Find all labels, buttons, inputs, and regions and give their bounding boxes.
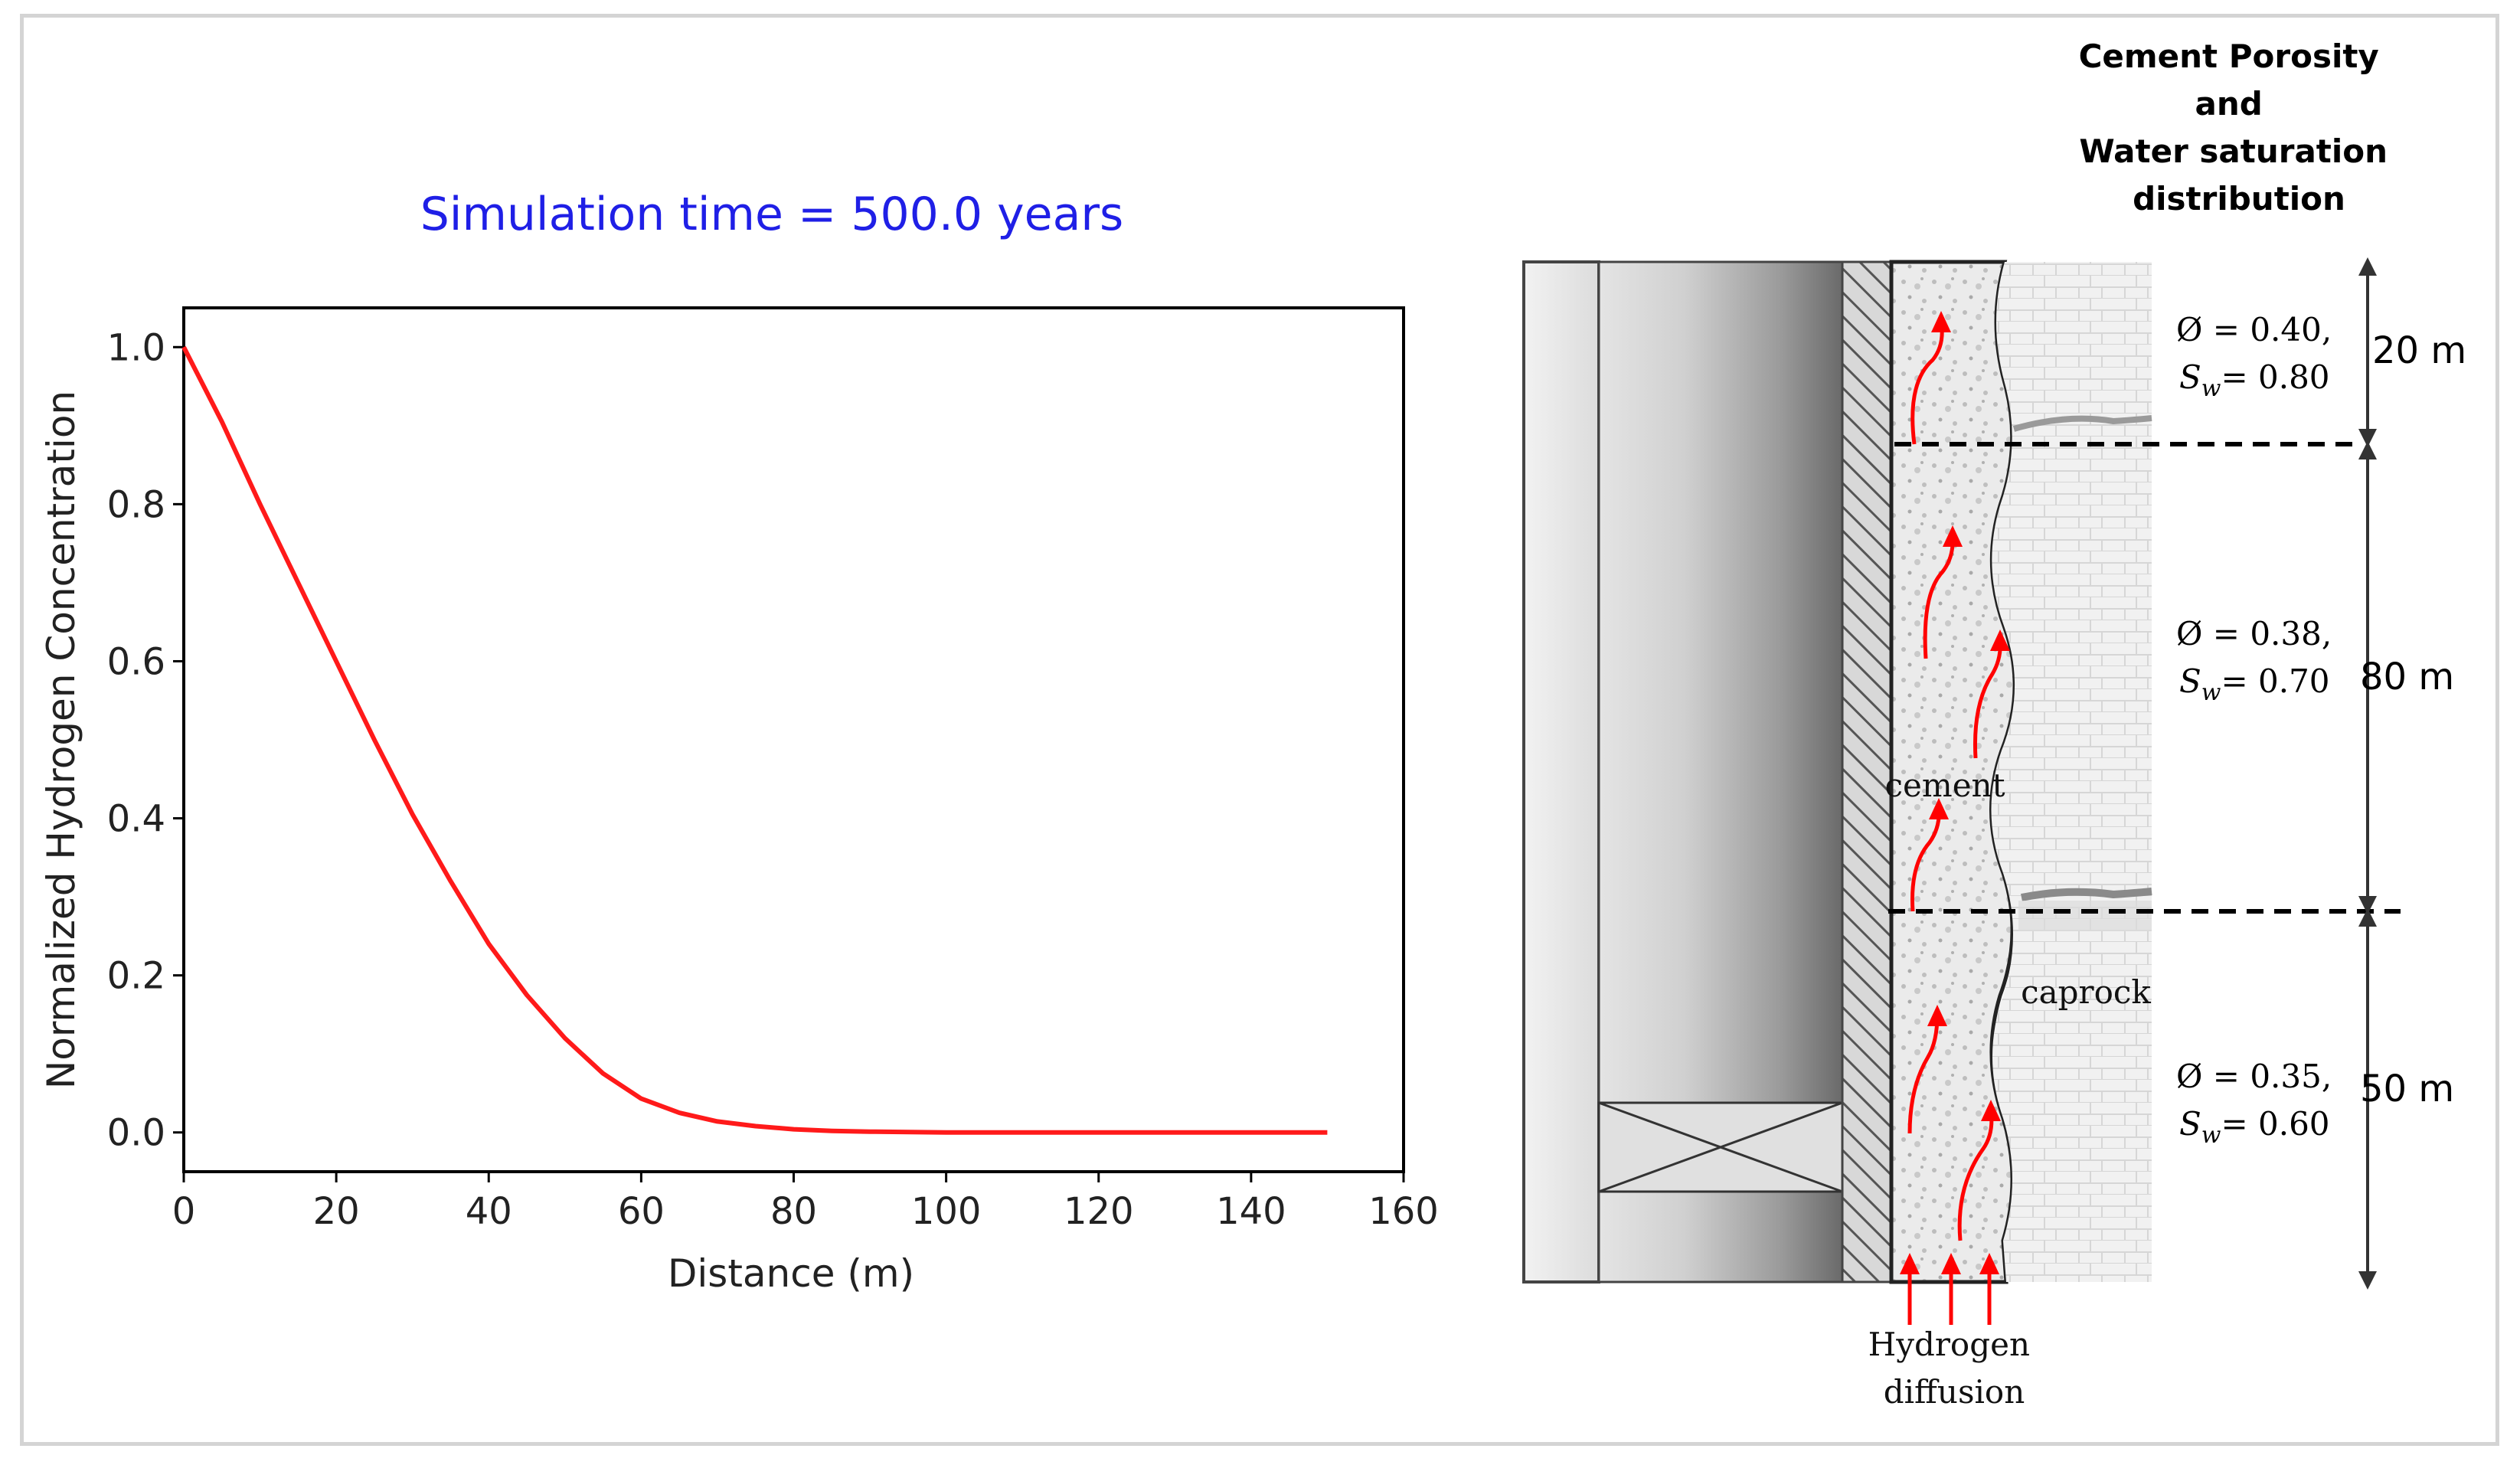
zone-3-saturation-sub: w [2201,1122,2221,1149]
zone-2-saturation-value: = 0.70 [2221,662,2329,700]
diffusion-label-line-1: Hydrogen [1868,1326,2030,1363]
chart-title: Simulation time = 500.0 years [420,188,1124,241]
zone-1-saturation-sub: w [2201,375,2221,402]
formation [1991,262,2152,1282]
formation-boundary-upper [2012,415,2152,432]
zone-3-saturation-symbol: S [2179,1105,2201,1143]
caprock-label: caprock [2021,973,2151,1011]
zone-3-annotation: Ø = 0.35, Sw= 0.60 50 m [2176,1058,2454,1149]
y-tick-label: 0.4 [107,798,165,841]
x-ticks: 0 20 40 60 80 100 120 140 160 [172,1172,1439,1233]
zone-1-saturation-symbol: S [2179,358,2201,396]
y-ticks: 0.0 0.2 0.4 0.6 0.8 1.0 [107,326,184,1155]
zone-3-length: 50 m [2360,1068,2454,1110]
zone-3-saturation: Sw= 0.60 [2179,1105,2330,1149]
concentration-chart: Simulation time = 500.0 years 0 20 40 60 80 1… [39,188,1439,1296]
zone-2-saturation-symbol: S [2179,662,2201,700]
y-tick-label: 0.6 [107,640,165,683]
heading-line-3: Water saturation [2079,132,2388,170]
figure-frame [20,14,2499,1446]
zone-2-saturation: Sw= 0.70 [2179,662,2330,706]
formation-boundary-lower [2021,888,2152,901]
zone-2-annotation: Ø = 0.38, Sw= 0.70 80 m [2176,615,2454,706]
diffusion-label-line-2: diffusion [1884,1373,2025,1411]
zone-3-saturation-value: = 0.60 [2221,1105,2329,1143]
y-tick-label: 0.0 [107,1112,165,1155]
x-tick-label: 80 [770,1190,817,1233]
heading-line-2: and [2195,85,2263,123]
zone-2-length: 80 m [2360,656,2454,698]
zone-1-length: 20 m [2372,329,2466,372]
y-axis-label: Normalized Hydrogen Concentration [39,391,83,1089]
x-tick-label: 0 [172,1190,196,1233]
x-axis-label: Distance (m) [668,1251,914,1296]
x-tick-label: 120 [1064,1190,1134,1233]
formation-band [2018,901,2152,931]
packer [1597,1101,1844,1193]
heading-line-4: distribution [2133,180,2345,217]
diffusion-label: Hydrogen diffusion [1868,1326,2041,1411]
inner-tubing [1522,260,1600,1284]
arrow-heads [1900,311,2010,1274]
casing-wall [1841,260,1893,1284]
cement-label: cement [1885,767,2005,804]
x-tick-label: 60 [618,1190,665,1233]
hydrogen-diffusion-arrows [1907,321,2002,1325]
x-tick-label: 140 [1216,1190,1286,1233]
wellbore-diagram: Cement Porosity and Water saturation dis… [1522,38,2466,1411]
zone-1-saturation: Sw= 0.80 [2179,358,2330,402]
zone-1-annotation: Ø = 0.40, Sw= 0.80 20 m [2176,311,2466,402]
series-line [181,345,1328,1135]
y-tick-label: 0.2 [107,955,165,998]
x-tick-label: 40 [466,1190,512,1233]
zone-2-saturation-sub: w [2201,679,2221,706]
zone-1-porosity: Ø = 0.40, [2176,311,2332,348]
x-tick-label: 160 [1368,1190,1439,1233]
heading-line-1: Cement Porosity [2079,38,2379,75]
x-tick-label: 20 [313,1190,360,1233]
y-tick-label: 1.0 [107,326,165,369]
diagram-heading: Cement Porosity and Water saturation dis… [2079,38,2399,217]
zone-1-saturation-value: = 0.80 [2221,358,2329,396]
x-tick-label: 100 [911,1190,982,1233]
zone-3-porosity: Ø = 0.35, [2176,1058,2332,1095]
y-tick-label: 0.8 [107,483,165,526]
plot-area [182,306,1405,1173]
zone-2-porosity: Ø = 0.38, [2176,615,2332,652]
